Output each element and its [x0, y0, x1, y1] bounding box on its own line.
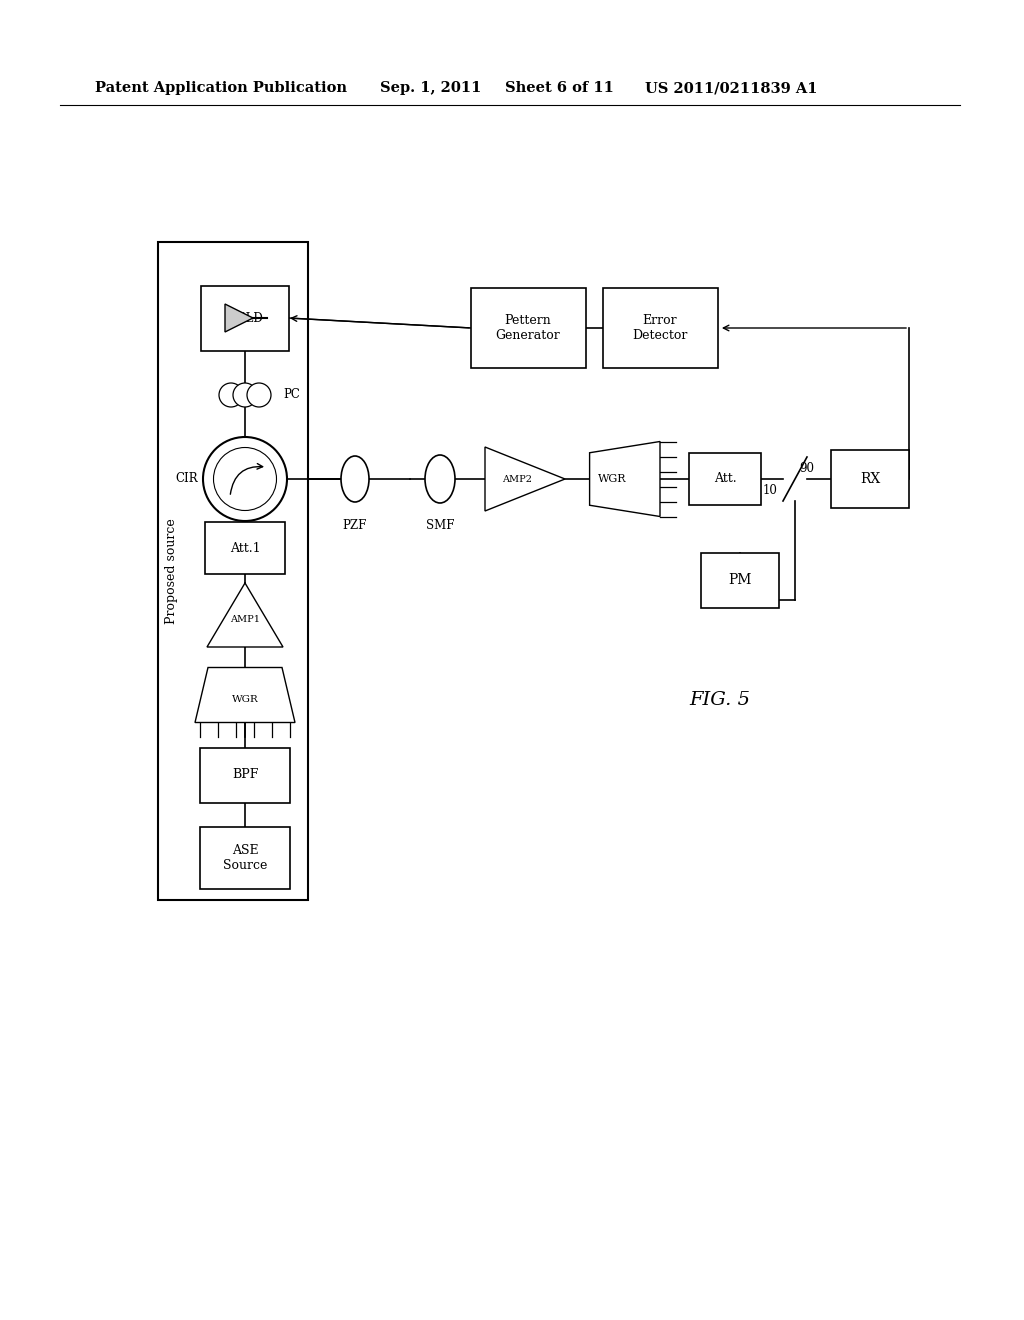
Text: Sep. 1, 2011: Sep. 1, 2011 — [380, 81, 481, 95]
Text: Patent Application Publication: Patent Application Publication — [95, 81, 347, 95]
Text: US 2011/0211839 A1: US 2011/0211839 A1 — [645, 81, 817, 95]
Polygon shape — [195, 668, 295, 722]
Circle shape — [213, 447, 276, 511]
Circle shape — [219, 383, 243, 407]
Text: SMF: SMF — [426, 519, 455, 532]
Polygon shape — [207, 583, 283, 647]
Circle shape — [233, 383, 257, 407]
Text: Proposed source: Proposed source — [166, 519, 178, 624]
Circle shape — [247, 383, 271, 407]
Bar — [689, 453, 761, 506]
Bar — [701, 553, 779, 607]
Text: 90: 90 — [799, 462, 814, 475]
Text: RX: RX — [860, 473, 880, 486]
Text: Att.: Att. — [714, 473, 736, 486]
Bar — [470, 288, 586, 368]
Bar — [200, 828, 290, 888]
Text: Sheet 6 of 11: Sheet 6 of 11 — [505, 81, 613, 95]
Text: 10: 10 — [762, 484, 777, 498]
Text: F-PLD: F-PLD — [226, 312, 263, 325]
Text: Error
Detector: Error Detector — [632, 314, 688, 342]
Bar — [201, 285, 289, 351]
Text: PC: PC — [283, 388, 300, 401]
Text: Pettern
Generator: Pettern Generator — [496, 314, 560, 342]
Polygon shape — [225, 304, 253, 333]
Ellipse shape — [425, 455, 455, 503]
Bar — [158, 242, 308, 900]
Text: CIR: CIR — [175, 473, 198, 486]
Text: PZF: PZF — [343, 519, 368, 532]
Bar — [205, 521, 285, 574]
Polygon shape — [485, 447, 565, 511]
Polygon shape — [590, 441, 660, 516]
Ellipse shape — [341, 455, 369, 502]
Text: WGR: WGR — [598, 474, 627, 484]
Text: BPF: BPF — [231, 768, 258, 781]
Text: ASE
Source: ASE Source — [223, 843, 267, 873]
Bar — [831, 450, 909, 508]
Bar — [602, 288, 718, 368]
Text: AMP2: AMP2 — [502, 474, 532, 483]
Text: PM: PM — [728, 573, 752, 587]
Bar — [200, 747, 290, 803]
Text: AMP1: AMP1 — [230, 615, 260, 624]
Text: FIG. 5: FIG. 5 — [689, 690, 751, 709]
Circle shape — [203, 437, 287, 521]
Text: WGR: WGR — [231, 694, 258, 704]
Text: Att.1: Att.1 — [229, 541, 260, 554]
